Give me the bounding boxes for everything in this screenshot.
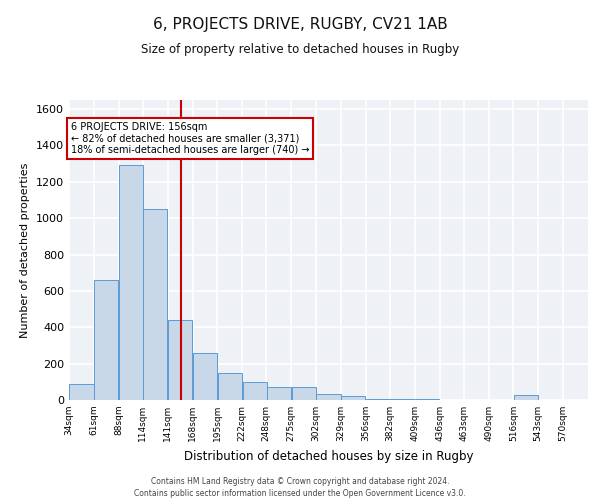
Bar: [168, 320, 192, 400]
Bar: [94, 280, 118, 400]
Bar: [70, 384, 94, 400]
Bar: [218, 372, 242, 400]
Text: 6 PROJECTS DRIVE: 156sqm
← 82% of detached houses are smaller (3,371)
18% of sem: 6 PROJECTS DRIVE: 156sqm ← 82% of detach…: [71, 122, 310, 155]
Y-axis label: Number of detached properties: Number of detached properties: [20, 162, 31, 338]
Bar: [415, 399, 439, 400]
Bar: [390, 399, 415, 400]
Text: Size of property relative to detached houses in Rugby: Size of property relative to detached ho…: [141, 42, 459, 56]
Bar: [193, 352, 217, 400]
Bar: [292, 388, 316, 400]
X-axis label: Distribution of detached houses by size in Rugby: Distribution of detached houses by size …: [184, 450, 473, 462]
Bar: [316, 394, 341, 400]
Text: 6, PROJECTS DRIVE, RUGBY, CV21 1AB: 6, PROJECTS DRIVE, RUGBY, CV21 1AB: [152, 18, 448, 32]
Bar: [366, 399, 391, 400]
Bar: [143, 209, 167, 400]
Text: Contains HM Land Registry data © Crown copyright and database right 2024.
Contai: Contains HM Land Registry data © Crown c…: [134, 476, 466, 498]
Bar: [119, 166, 143, 400]
Bar: [341, 396, 365, 400]
Bar: [242, 382, 267, 400]
Bar: [514, 394, 538, 400]
Bar: [266, 388, 291, 400]
